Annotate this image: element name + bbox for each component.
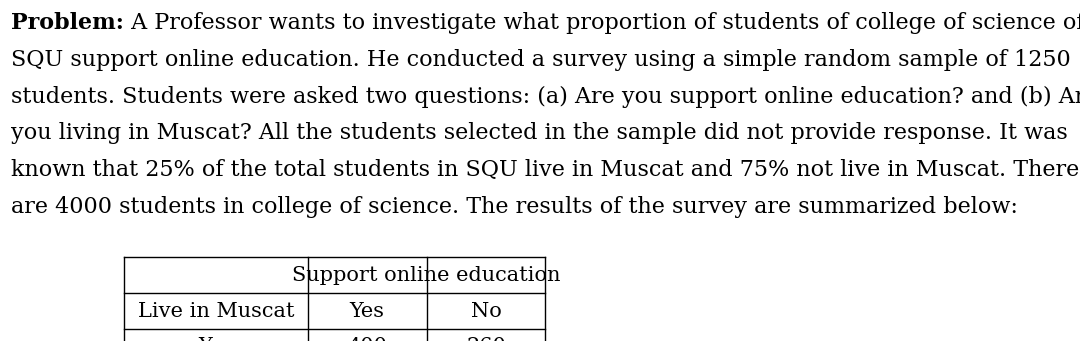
Text: 260: 260: [467, 338, 505, 341]
Text: Support online education: Support online education: [293, 266, 561, 285]
Text: 400: 400: [347, 338, 388, 341]
Text: are 4000 students in college of science. The results of the survey are summarize: are 4000 students in college of science.…: [11, 196, 1017, 218]
Text: No: No: [471, 302, 501, 321]
Text: SQU support online education. He conducted a survey using a simple random sample: SQU support online education. He conduct…: [11, 49, 1070, 71]
Text: you living in Muscat? All the students selected in the sample did not provide re: you living in Muscat? All the students s…: [11, 122, 1067, 145]
Text: A Professor wants to investigate what proportion of students of college of scien: A Professor wants to investigate what pr…: [124, 12, 1080, 34]
Text: Yes: Yes: [199, 338, 233, 341]
Text: students. Students were asked two questions: (a) Are you support online educatio: students. Students were asked two questi…: [11, 86, 1080, 108]
Text: Live in Muscat: Live in Muscat: [138, 302, 294, 321]
Text: Problem:: Problem:: [11, 12, 124, 34]
Text: Yes: Yes: [350, 302, 384, 321]
Text: known that 25% of the total students in SQU live in Muscat and 75% not live in M: known that 25% of the total students in …: [11, 159, 1079, 181]
